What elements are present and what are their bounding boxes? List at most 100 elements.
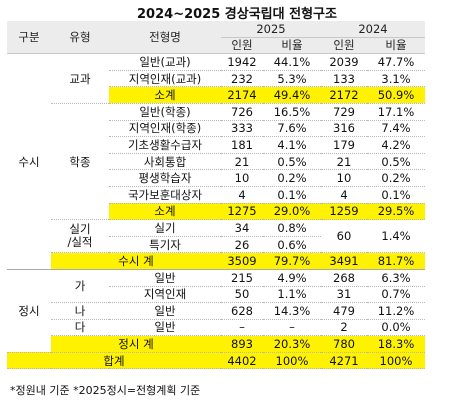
row-name: 특기자: [109, 236, 221, 254]
row-name: 소계: [109, 86, 221, 104]
cell-2025-count: 50: [221, 286, 263, 304]
cell-2025-count: 333: [221, 120, 263, 138]
table-row: 기초생활수급자 181 4.1% 179 4.2%: [7, 136, 425, 154]
cell-2025-count: 232: [221, 70, 263, 88]
table-row: 사회통합 21 0.5% 21 0.5%: [7, 153, 425, 171]
type-hakjong: 학종: [51, 103, 109, 221]
cell-2024-count: 2: [321, 319, 367, 337]
cell-2025-ratio: 1.1%: [263, 286, 321, 304]
header-2024: 2024: [321, 21, 425, 38]
row-name: 사회통합: [109, 153, 221, 171]
cell-2024-ratio: 47.7%: [367, 53, 425, 71]
row-name: 일반(교과): [109, 53, 221, 71]
cell-2025-ratio: 14.3%: [263, 302, 321, 320]
cell-2025-ratio: 29.0%: [263, 203, 321, 221]
cell-2025-ratio: 4.1%: [263, 136, 321, 154]
jeongsi-total-row: 정시 계 893 20.3% 780 18.3%: [7, 335, 425, 353]
cell-2025-count: 34: [221, 219, 263, 237]
row-name: 소계: [109, 203, 221, 221]
cell-2024-count: 4271: [321, 352, 367, 370]
row-name: 평생학습자: [109, 169, 221, 187]
cell-2024-count: 60: [321, 219, 367, 254]
cell-2025-count: 628: [221, 302, 263, 320]
cell-2024-count: 479: [321, 302, 367, 320]
type-silgi: 실기 /실적: [51, 219, 109, 254]
header-biyul-2025: 비율: [263, 37, 321, 55]
cell-2024-ratio: 11.2%: [367, 302, 425, 320]
cell-2024-ratio: 7.4%: [367, 120, 425, 138]
susi-total-row: 수시 계 3509 79.7% 3491 81.7%: [7, 252, 425, 270]
table-row: 학종 일반(학종) 726 16.5% 729 17.1%: [7, 103, 425, 221]
cell-2024-count: 316: [321, 120, 367, 138]
table-row: 특기자 26 0.6%: [7, 236, 425, 254]
group-susi: 수시: [7, 53, 51, 270]
cell-2024-ratio: 6.3%: [367, 268, 425, 287]
cell-2025-count: 893: [221, 335, 263, 353]
cell-2025-count: 21: [221, 153, 263, 171]
header-biyul-2024: 비율: [367, 37, 425, 55]
cell-2024-ratio: 29.5%: [367, 203, 425, 221]
row-name: 일반: [109, 268, 221, 287]
cell-2025-ratio: 100%: [263, 352, 321, 370]
cell-2025-count: 215: [221, 268, 263, 287]
cell-2024-count: 2172: [321, 86, 367, 104]
table-row: 지역인재(학종) 333 7.6% 316 7.4%: [7, 120, 425, 138]
cell-2025-count: 4: [221, 186, 263, 204]
cell-2025-count: 1942: [221, 53, 263, 71]
footnote: *정원내 기준 *2025정시=전형계획 기준: [10, 384, 201, 397]
type-ga: 가: [51, 268, 109, 304]
header-inwon-2025: 인원: [221, 37, 263, 55]
type-na: 나: [51, 302, 109, 320]
cell-2025-count: 1275: [221, 203, 263, 221]
header-inwon-2024: 인원: [321, 37, 367, 55]
cell-2025-ratio: 16.5%: [263, 103, 321, 121]
cell-2024-ratio: 1.4%: [367, 219, 425, 254]
header-gubun: 구분: [7, 21, 51, 55]
type-silgi-line1: 실기: [69, 222, 91, 237]
subtotal-row: 소계 1275 29.0% 1259 29.5%: [7, 203, 425, 221]
cell-2025-ratio: 0.2%: [263, 169, 321, 187]
row-name: 지역인재: [109, 286, 221, 304]
table-row: 정시 가 일반 215 4.9% 268 6.3%: [7, 268, 425, 353]
admission-structure-table: 구분 유형 전형명 2025 2024 인원 비율 인원 비율 수시 교과 일반…: [7, 21, 425, 370]
cell-2024-count: 4: [321, 186, 367, 204]
cell-2024-count: 268: [321, 268, 367, 287]
cell-2024-ratio: 18.3%: [367, 335, 425, 353]
header-2025: 2025: [221, 21, 321, 38]
cell-2025-ratio: 4.9%: [263, 268, 321, 287]
row-name: 지역인재(학종): [109, 120, 221, 138]
cell-2025-ratio: 44.1%: [263, 53, 321, 71]
type-gyogwa: 교과: [51, 53, 109, 104]
header-name: 전형명: [109, 21, 221, 55]
type-da: 다: [51, 319, 109, 337]
type-silgi-line2: /실적: [67, 235, 93, 250]
row-name: 국가보훈대상자: [109, 186, 221, 204]
cell-2025-ratio: 7.6%: [263, 120, 321, 138]
cell-2025-count: 10: [221, 169, 263, 187]
cell-2024-ratio: 100%: [367, 352, 425, 370]
cell-2025-count: 26: [221, 236, 263, 254]
grand-total-row: 합계 4402 100% 4271 100%: [7, 352, 425, 370]
cell-2025-ratio: 20.3%: [263, 335, 321, 353]
cell-2024-ratio: 17.1%: [367, 103, 425, 121]
table-title: 2024~2025 경상국립대 전형구조: [137, 7, 337, 22]
cell-2024-ratio: 50.9%: [367, 86, 425, 104]
cell-2024-ratio: 3.1%: [367, 70, 425, 88]
cell-2024-ratio: 4.2%: [367, 136, 425, 154]
cell-2024-ratio: 0.0%: [367, 319, 425, 337]
cell-2025-count: 2174: [221, 86, 263, 104]
cell-2025-count: 3509: [221, 252, 263, 270]
group-jeongsi: 정시: [7, 268, 51, 353]
cell-2024-count: 133: [321, 70, 367, 88]
cell-2024-ratio: 81.7%: [367, 252, 425, 270]
cell-2025-count: 181: [221, 136, 263, 154]
cell-2024-count: 21: [321, 153, 367, 171]
table-row: 국가보훈대상자 4 0.1% 4 0.1%: [7, 186, 425, 204]
table-row: 다 일반 – – 2 0.0%: [7, 319, 425, 337]
row-name: 수시 계: [51, 252, 221, 270]
cell-2025-ratio: 49.4%: [263, 86, 321, 104]
cell-2024-count: 10: [321, 169, 367, 187]
row-name: 일반: [109, 302, 221, 320]
cell-2024-count: 31: [321, 286, 367, 304]
table-row: 수시 교과 일반(교과) 1942 44.1% 2039 47.7%: [7, 53, 425, 270]
